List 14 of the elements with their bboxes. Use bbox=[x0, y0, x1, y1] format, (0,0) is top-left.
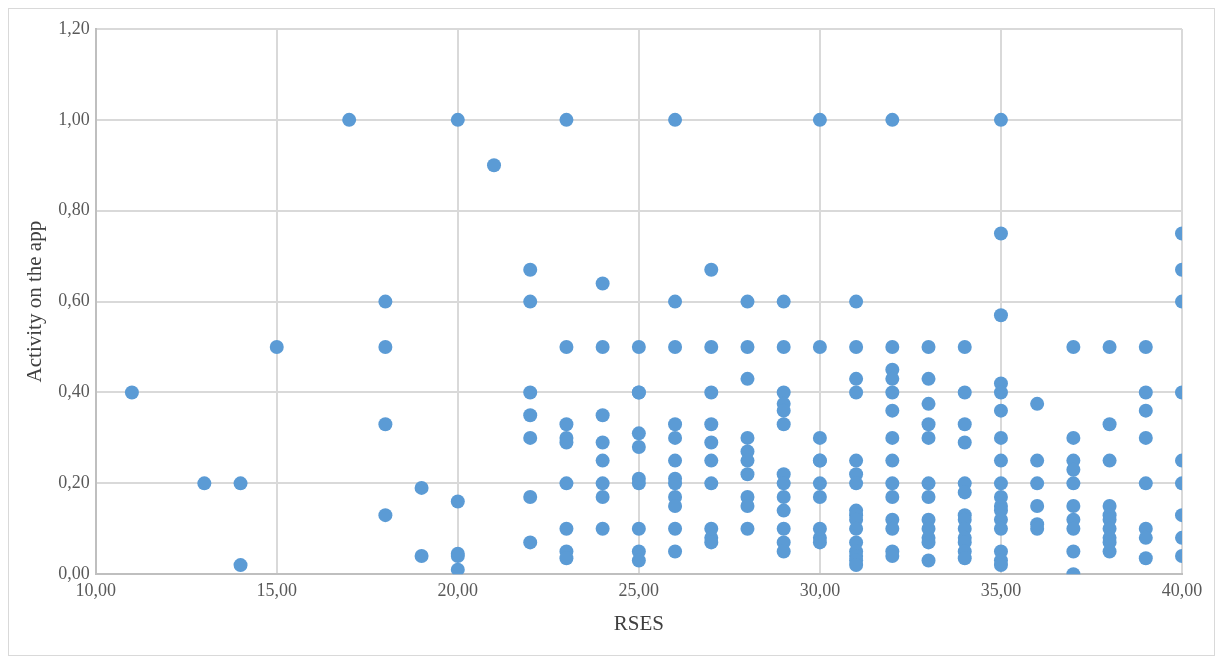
y-tick-label: 0,60 bbox=[58, 290, 90, 311]
y-tick-label: 1,00 bbox=[58, 108, 90, 129]
x-tick-label: 25,00 bbox=[618, 579, 660, 600]
x-tick-label: 30,00 bbox=[799, 579, 841, 600]
y-tick-label: 0,40 bbox=[58, 381, 90, 402]
y-tick-label: 0,80 bbox=[58, 199, 90, 220]
y-tick-label: 0,20 bbox=[58, 472, 90, 493]
x-axis-title: RSES bbox=[613, 610, 664, 635]
x-tick-label: 35,00 bbox=[980, 579, 1022, 600]
y-axis-title: Activity on the app bbox=[22, 220, 47, 383]
x-tick-label: 20,00 bbox=[437, 579, 479, 600]
x-tick-label: 40,00 bbox=[1161, 579, 1203, 600]
y-tick-label: 1,20 bbox=[58, 17, 90, 38]
x-tick-label: 15,00 bbox=[256, 579, 297, 600]
